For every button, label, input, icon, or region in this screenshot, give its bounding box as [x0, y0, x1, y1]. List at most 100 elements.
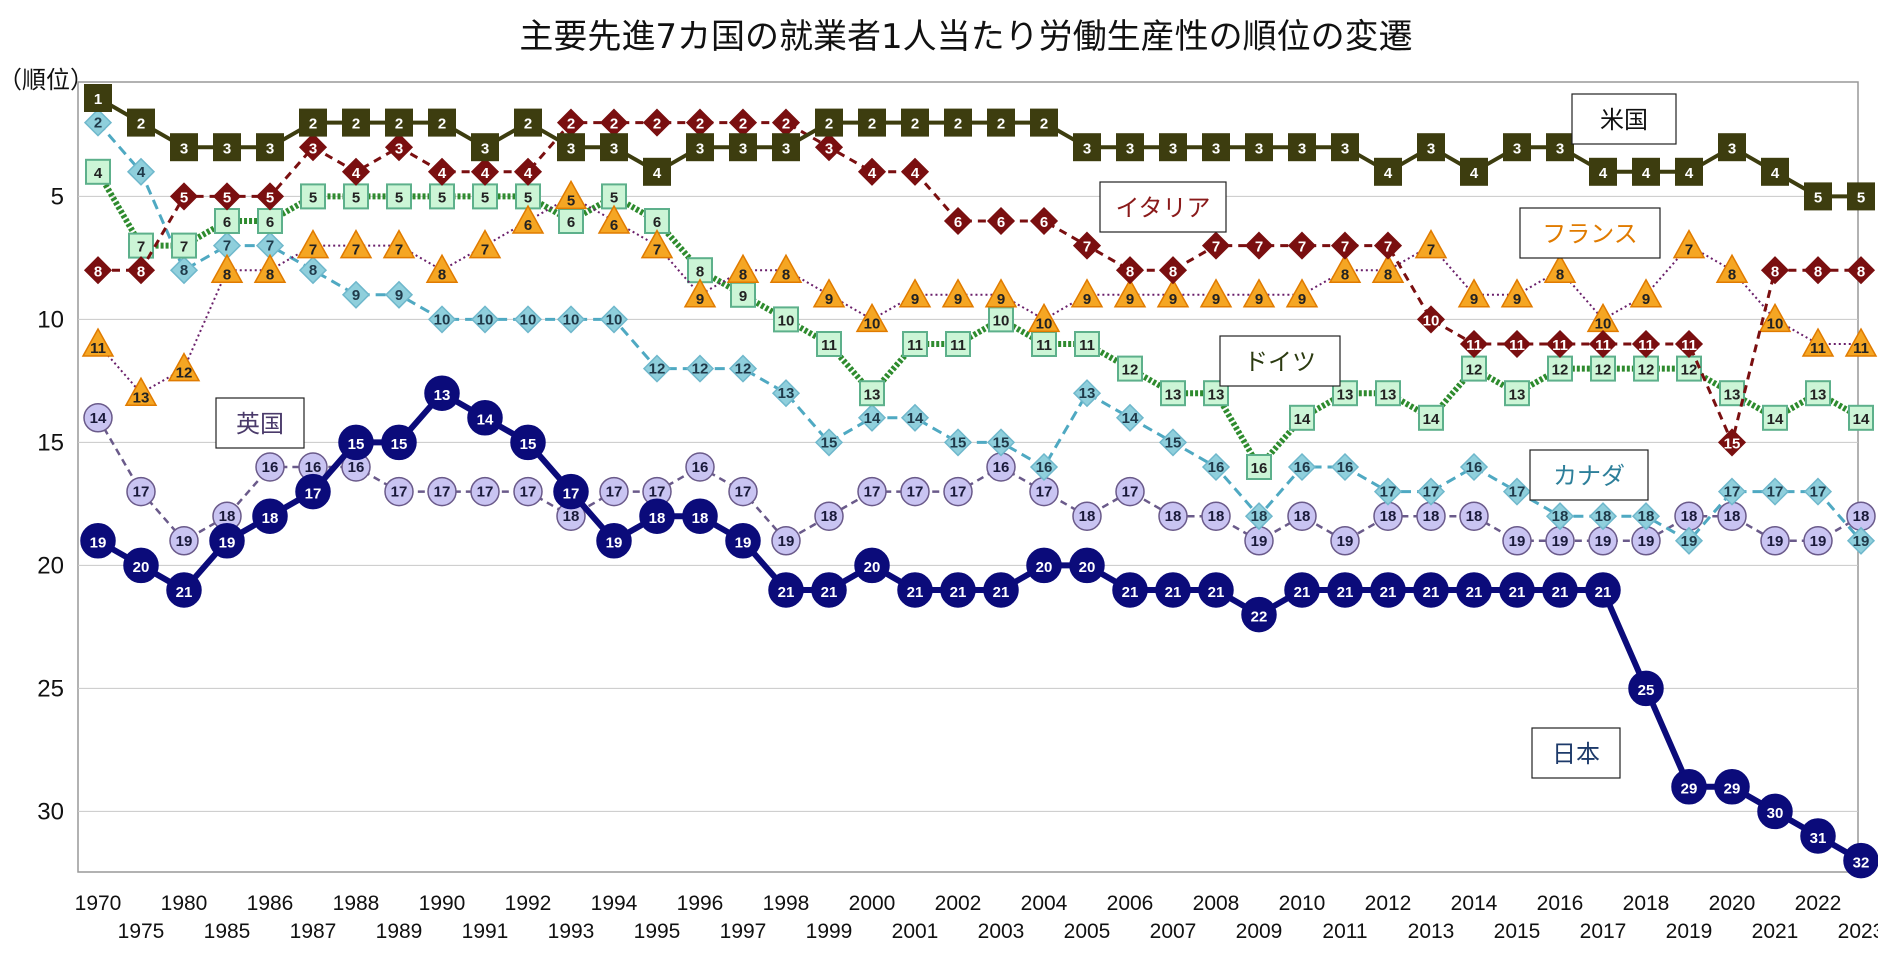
data-point: [1029, 206, 1059, 236]
data-label: 19: [1595, 533, 1612, 550]
data-point: [296, 229, 330, 259]
data-point: [1844, 327, 1878, 357]
data-label: 2: [911, 116, 919, 133]
y-tick-label: 5: [51, 183, 64, 210]
data-label: 17: [391, 484, 408, 501]
data-point: [771, 379, 801, 408]
data-label: 18: [1595, 508, 1612, 525]
data-label: 17: [606, 484, 623, 501]
data-point: [1545, 329, 1575, 359]
data-label: 7: [1427, 242, 1435, 259]
data-point: [987, 108, 1015, 137]
data-label: 8: [223, 266, 231, 283]
legend-box: [1529, 449, 1649, 501]
data-label: 3: [266, 140, 274, 157]
data-point: [558, 208, 584, 234]
data-point: [901, 108, 929, 137]
data-label: 17: [1380, 484, 1397, 501]
data-label: 7: [653, 242, 661, 259]
data-point: [1631, 329, 1661, 359]
data-point: [1590, 355, 1616, 382]
data-point: [472, 183, 498, 210]
data-point: [300, 183, 326, 210]
data-label: 21: [176, 584, 193, 601]
data-label: 11: [1552, 337, 1568, 354]
data-label: 16: [1251, 460, 1268, 477]
data-label: 12: [649, 361, 666, 378]
data-label: 17: [1810, 484, 1827, 501]
x-tick-label: 2002: [935, 892, 982, 915]
data-point: [210, 253, 244, 283]
data-label: 16: [1466, 459, 1483, 476]
data-point: [1155, 572, 1191, 608]
data-label: 4: [137, 164, 146, 181]
data-label: 4: [1685, 165, 1694, 182]
data-point: [1757, 793, 1793, 830]
data-label: 3: [1212, 140, 1220, 157]
data-label: 15: [993, 434, 1010, 451]
data-label: 21: [778, 584, 795, 601]
data-point: [126, 157, 156, 186]
data-label: 9: [696, 291, 704, 308]
data-label: 18: [1079, 508, 1096, 525]
data-label: 12: [1595, 362, 1612, 379]
data-point: [1158, 428, 1188, 457]
data-label: 22: [1251, 608, 1268, 625]
data-label: 3: [395, 140, 403, 157]
legend-カナダ: カナダ: [1529, 449, 1649, 501]
x-tick-label: 2023: [1838, 920, 1878, 943]
data-label: 11: [1810, 340, 1826, 357]
data-label: 25: [1638, 682, 1655, 699]
data-point: [1460, 157, 1488, 186]
data-label: 16: [348, 459, 365, 476]
data-label: 5: [223, 190, 231, 207]
data-point: [859, 380, 885, 407]
data-label: 6: [1040, 214, 1048, 231]
data-label: 14: [1767, 411, 1784, 428]
data-label: 18: [1853, 508, 1870, 525]
data-point: [1374, 157, 1402, 186]
data-label: 10: [520, 311, 537, 328]
x-tick-label: 2004: [1021, 892, 1068, 915]
x-tick-label: 1994: [591, 892, 638, 915]
data-point: [167, 352, 201, 382]
data-point: [1542, 572, 1578, 608]
data-label: 11: [1079, 337, 1095, 354]
data-point: [1671, 769, 1707, 805]
data-point: [1760, 526, 1790, 556]
data-label: 18: [1552, 508, 1569, 525]
data-label: 8: [782, 266, 790, 283]
data-label: 7: [1384, 239, 1392, 256]
data-point: [642, 108, 672, 137]
data-point: [83, 108, 113, 137]
data-point: [339, 229, 373, 259]
data-point: [1373, 231, 1403, 260]
data-point: [728, 354, 758, 383]
data-point: [988, 306, 1014, 333]
data-point: [640, 229, 674, 259]
data-label: 7: [352, 242, 360, 259]
data-label: 5: [352, 190, 360, 207]
data-point: [600, 133, 628, 162]
data-point: [1074, 331, 1100, 357]
data-label: 19: [1638, 533, 1655, 550]
data-label: 5: [1814, 190, 1822, 207]
data-label: 18: [1681, 508, 1698, 525]
data-label: 3: [309, 140, 317, 157]
data-label: 16: [305, 459, 322, 476]
data-label: 11: [1595, 337, 1611, 354]
data-label: 5: [1857, 190, 1865, 207]
data-label: 14: [1122, 410, 1139, 427]
data-label: 12: [692, 361, 709, 378]
data-label: 7: [481, 242, 489, 259]
data-point: [1031, 331, 1057, 357]
data-point: [1674, 329, 1704, 359]
data-label: 11: [950, 337, 966, 354]
data-point: [1371, 253, 1405, 283]
data-label: 4: [481, 165, 490, 182]
data-point: [685, 354, 715, 383]
data-label: 11: [1036, 337, 1052, 354]
data-label: 18: [262, 510, 279, 527]
data-label: 6: [610, 217, 618, 234]
